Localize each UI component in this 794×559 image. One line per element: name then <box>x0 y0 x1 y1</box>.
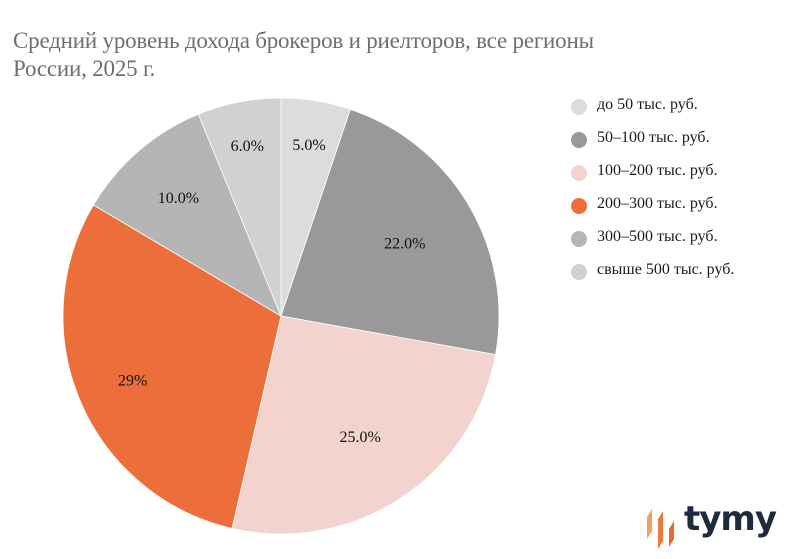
slice-label: 5.0% <box>292 137 325 154</box>
chart-title-line-2: России, 2025 г. <box>13 56 156 81</box>
pie-slice <box>231 315 497 535</box>
pie-slice <box>92 113 282 317</box>
legend-label: 100–200 тыс. руб. <box>597 162 718 179</box>
pie-slice <box>280 108 500 356</box>
legend-label: до 50 тыс. руб. <box>597 96 698 113</box>
pie-chart: 5.0% 22.0% 25.0% 29% 10.0% 6.0% <box>62 97 500 535</box>
pie-slice <box>62 204 282 529</box>
pie-slice <box>197 97 282 317</box>
logo-mark-icon <box>647 509 674 549</box>
logo-text: tymy <box>684 499 777 539</box>
slice-label: 10.0% <box>158 190 199 207</box>
legend-swatch <box>571 165 587 181</box>
legend-label: 300–500 тыс. руб. <box>597 228 718 245</box>
slice-label: 6.0% <box>231 138 264 155</box>
legend-swatch <box>571 132 587 148</box>
slice-label: 29% <box>118 373 147 390</box>
legend-swatch <box>571 198 587 214</box>
slice-label: 25.0% <box>340 429 381 446</box>
tymy-logo: tymy <box>644 499 777 550</box>
legend-label: 50–100 тыс. руб. <box>597 129 710 146</box>
legend-swatch <box>571 99 587 115</box>
slice-label: 22.0% <box>384 236 425 253</box>
legend-swatch <box>571 264 587 280</box>
chart-title-line-1: Средний уровень дохода брокеров и риелто… <box>13 28 594 53</box>
chart-title: Средний уровень дохода брокеров и риелто… <box>13 27 733 83</box>
legend-label: свыше 500 тыс. руб. <box>597 261 735 278</box>
legend-label: 200–300 тыс. руб. <box>597 195 718 212</box>
legend-swatch <box>571 231 587 247</box>
